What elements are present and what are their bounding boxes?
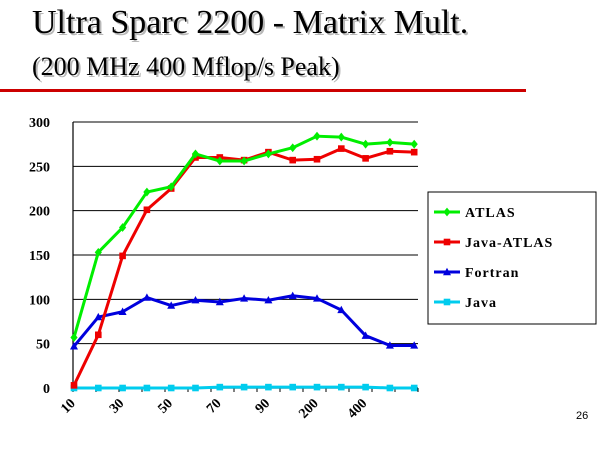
y-tick-label-0: 0 [43,382,50,397]
y-tick-label-150: 150 [29,249,50,264]
data-point-java [95,384,102,392]
data-point-java [386,384,394,392]
series-atlas [70,131,418,342]
data-point-atlas [337,132,345,142]
data-point-atlas [216,156,224,166]
series-line-java-atlas [72,147,415,386]
legend-entry-java-atlas: Java-ATLAS [434,236,553,251]
data-point-java-atlas [289,156,296,164]
series-fortran [70,291,419,350]
x-tick-label-50: 50 [156,396,177,417]
legend-marker-java [443,298,451,306]
data-point-atlas [70,333,78,342]
data-point-java [167,384,175,392]
data-point-fortran [167,301,176,309]
data-point-java-atlas [386,147,394,155]
data-point-java-atlas [410,148,418,156]
data-point-fortran [337,305,346,314]
data-point-java-atlas [338,145,345,152]
legend-entry-java: Java [434,296,497,311]
data-point-atlas [240,156,248,166]
legend-entry-atlas: ATLAS [434,206,516,221]
legend-entry-fortran: Fortran [434,266,519,281]
slide-subtitle: (200 MHz 400 Mflop/s Peak) [32,52,340,81]
data-point-atlas [289,143,297,153]
data-point-fortran [385,341,394,349]
data-point-java-atlas [143,206,151,214]
page-number: 26 [576,410,589,422]
series-java [70,383,418,392]
data-point-java [289,383,296,391]
data-point-atlas [191,149,200,159]
data-point-atlas [386,137,394,147]
data-point-atlas [167,182,175,192]
data-point-java [313,383,321,391]
series-lines [70,131,419,392]
data-point-fortran [215,297,224,306]
data-point-fortran [118,307,127,315]
data-point-java-atlas [70,382,78,389]
x-tick-label-30: 30 [107,396,128,417]
legend-label-java: Java [465,296,497,311]
data-point-java [216,383,224,391]
data-point-atlas [362,139,370,149]
series-java-atlas [70,145,418,389]
data-point-atlas [264,149,272,159]
y-tick-label-50: 50 [36,338,50,353]
legend-marker-java-atlas [443,238,451,246]
data-point-fortran [142,293,151,301]
x-axis-tick-labels: 10 30 50 70 90 200 400 [58,396,370,421]
data-point-atlas [94,247,102,257]
legend-marker-atlas [443,207,451,217]
data-point-java [362,383,369,391]
data-point-fortran [361,331,370,339]
data-point-java [265,383,272,391]
data-point-java [410,384,418,392]
data-point-java-atlas [313,155,321,163]
slide-title: Ultra Sparc 2200 - Matrix Mult. [32,4,469,41]
data-point-fortran [264,296,273,304]
y-axis-tick-labels: 0 50 100 150 200 250 300 [29,116,50,397]
data-point-java [338,383,345,391]
legend-marker-fortran [443,267,451,276]
legend: ATLAS Java-ATLAS Fortran Java [427,191,597,325]
legend-label-java-atlas: Java-ATLAS [465,236,553,251]
data-point-java-atlas [95,331,102,339]
data-point-java-atlas [119,252,126,260]
data-point-fortran [240,294,249,302]
y-tick-label-250: 250 [29,160,50,175]
data-point-fortran [191,296,200,304]
x-tick-label-90: 90 [253,396,274,417]
data-point-java [240,383,248,391]
data-point-atlas [410,139,418,149]
data-point-fortran [70,342,78,350]
y-tick-label-300: 300 [29,116,50,131]
data-point-fortran [288,291,297,299]
x-tick-label-200: 200 [296,396,321,421]
x-tick-label-10: 10 [58,396,79,417]
data-point-java [143,384,151,392]
x-tick-label-70: 70 [204,396,225,417]
data-point-fortran [94,312,103,321]
y-tick-label-200: 200 [29,205,50,220]
legend-label-fortran: Fortran [465,266,519,281]
x-tick-label-400: 400 [345,396,370,421]
title-rule [0,89,526,92]
data-point-fortran [313,294,321,302]
data-point-java [192,384,199,392]
legend-label-atlas: ATLAS [465,206,516,221]
data-point-fortran [410,341,419,349]
data-point-java-atlas [362,155,369,162]
data-point-java [119,384,126,392]
data-point-atlas [313,131,321,141]
y-tick-label-100: 100 [29,293,50,308]
data-point-atlas [143,187,151,197]
data-point-atlas [119,223,127,232]
